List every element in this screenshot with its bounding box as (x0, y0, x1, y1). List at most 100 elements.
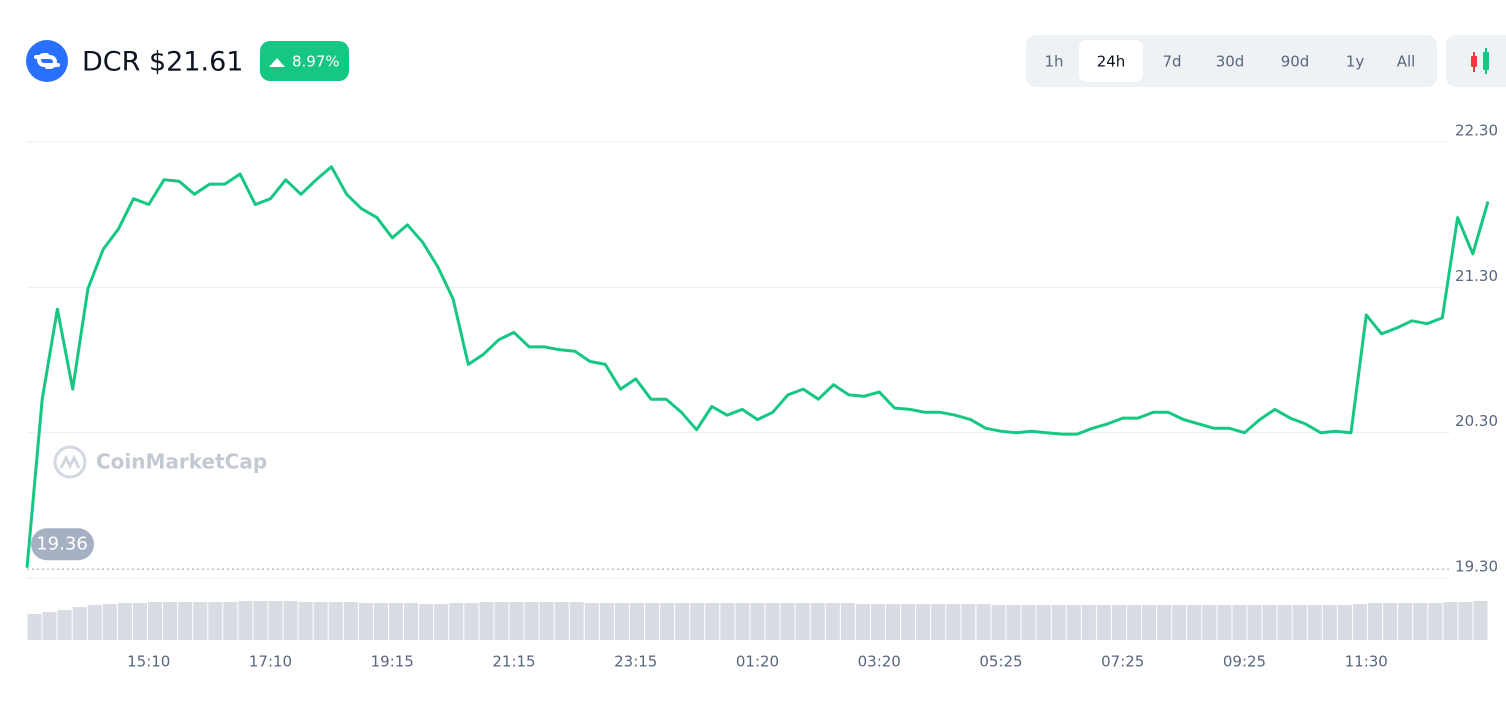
volume-bar (569, 602, 584, 640)
volume-bar (163, 602, 178, 640)
volume-bar (539, 602, 554, 640)
volume-bar (840, 603, 855, 640)
x-tick-label: 15:10 (127, 653, 170, 671)
timeframe-button[interactable]: 1h (1044, 53, 1063, 71)
timeframe-button[interactable]: All (1397, 53, 1416, 71)
volume-bar (946, 604, 961, 640)
volume-bar (1051, 605, 1066, 640)
price-line (25, 165, 1490, 568)
x-tick-label: 11:30 (1345, 653, 1388, 671)
volume-bar (449, 603, 464, 640)
volume-bar (690, 603, 705, 640)
x-tick-label: 17:10 (249, 653, 292, 671)
timeframe-button[interactable]: 30d (1216, 53, 1245, 71)
volume-bar (1473, 601, 1488, 640)
volume-bar (358, 603, 373, 640)
volume-bar (991, 605, 1006, 640)
volume-bar (1232, 605, 1247, 640)
volume-bar (1413, 603, 1428, 640)
change-label: 8.97% (292, 53, 340, 71)
volume-bar (1458, 602, 1473, 640)
volume-bar (509, 602, 524, 640)
volume-bar (27, 614, 42, 640)
volume-bar (1277, 605, 1292, 640)
volume-bar (675, 603, 690, 640)
volume-bar (479, 602, 494, 640)
volume-bar (1262, 605, 1277, 640)
x-tick-label: 01:20 (736, 653, 779, 671)
volume-bar (298, 602, 313, 640)
x-tick-label: 19:15 (371, 653, 414, 671)
timeframe-selected (1079, 40, 1143, 82)
x-tick-label: 05:25 (979, 653, 1022, 671)
volume-bar (931, 604, 946, 640)
volume-bar (373, 603, 388, 640)
volume-bar (1202, 605, 1217, 640)
volume-bar (42, 612, 57, 640)
volume-bar (524, 602, 539, 640)
open-price-label: 19.36 (36, 533, 88, 554)
volume-bar (193, 602, 208, 640)
volume-bar (223, 602, 238, 640)
volume-bar (554, 602, 569, 640)
volume-bar (629, 603, 645, 640)
volume-bar (1096, 605, 1111, 640)
volume-bar (599, 603, 614, 640)
volume-bar (87, 605, 102, 640)
volume-bar (1066, 605, 1081, 640)
volume-bar (117, 603, 132, 640)
volume-bar (916, 604, 931, 640)
volume-bar (283, 601, 298, 640)
volume-bar (1217, 605, 1232, 640)
candle-icon (1471, 48, 1489, 74)
volume-bar (253, 601, 268, 640)
volume-bar (419, 604, 434, 640)
watermark-text: CoinMarketCap (96, 450, 267, 474)
volume-bar (464, 603, 479, 640)
volume-bar (57, 610, 72, 640)
volume-bar (1006, 605, 1021, 640)
volume-bar (705, 603, 720, 640)
volume-bar (886, 604, 901, 640)
volume-bar (660, 603, 675, 640)
volume-bar (1157, 605, 1172, 640)
watermark (53, 445, 87, 479)
volume-bar (1337, 605, 1352, 640)
change-badge (260, 41, 349, 81)
volume-bar (1081, 605, 1096, 640)
x-tick-label: 21:15 (492, 653, 535, 671)
volume-bar (855, 604, 870, 640)
volume-bar (1127, 605, 1142, 640)
volume-bar (1036, 605, 1051, 640)
y-tick-label: 22.30 (1455, 122, 1498, 140)
volume-bar (810, 603, 825, 640)
volume-bar (584, 603, 599, 640)
timeframe-button[interactable]: 90d (1281, 53, 1310, 71)
timeframe-button[interactable]: 7d (1162, 53, 1181, 71)
volume-bar (976, 604, 991, 640)
volume-bar (720, 603, 735, 640)
volume-bar (645, 603, 660, 640)
volume-bar (132, 603, 147, 640)
y-tick-label: 21.30 (1455, 267, 1498, 285)
timeframe-button[interactable]: 1y (1346, 53, 1365, 71)
volume-bar (1187, 605, 1202, 640)
volume-bar (1368, 603, 1383, 640)
volume-bar (765, 603, 780, 640)
volume-bar (780, 603, 795, 640)
timeframe-button[interactable]: 24h (1097, 53, 1126, 71)
volume-bar (1352, 604, 1368, 640)
volume-bar (208, 602, 223, 640)
volume-bar (1383, 603, 1398, 640)
volume-bar (1247, 605, 1262, 640)
volume-bar (901, 604, 916, 640)
coin-logo (26, 40, 68, 82)
volume-bar (1307, 605, 1322, 640)
x-tick-label: 03:20 (858, 653, 901, 671)
volume-bar (961, 604, 976, 640)
volume-bar (750, 603, 765, 640)
chart-title: DCR $21.61 (82, 47, 243, 78)
volume-bar (1111, 605, 1127, 640)
volume-bar (268, 601, 283, 640)
